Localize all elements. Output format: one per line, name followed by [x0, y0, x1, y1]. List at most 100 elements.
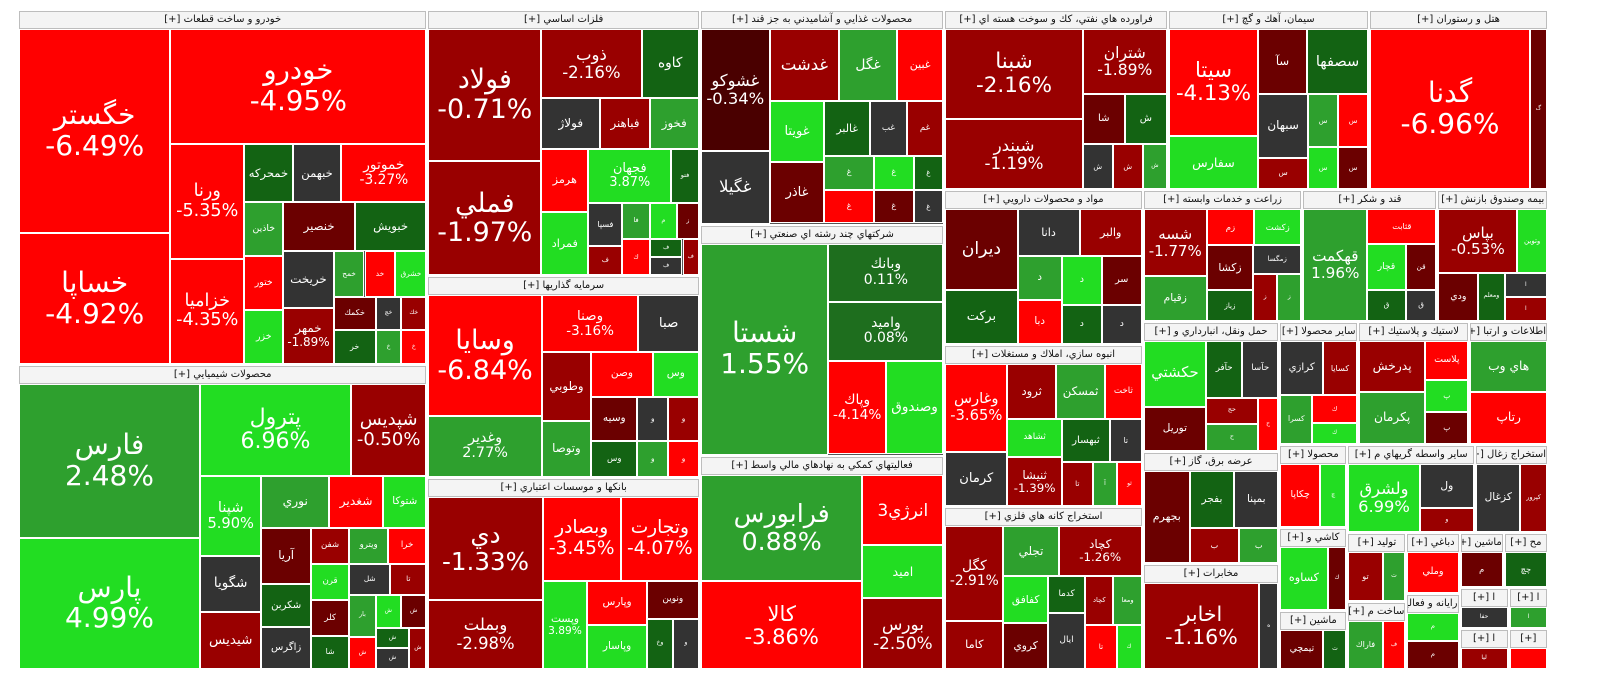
stock-tile[interactable]: ك	[1312, 395, 1357, 423]
stock-tile[interactable]: زكشا	[1206, 244, 1254, 291]
stock-tile[interactable]: غ	[913, 156, 944, 190]
stock-tile[interactable]: ت	[1323, 629, 1347, 669]
expand-toggle[interactable]: [+]	[1368, 325, 1388, 337]
sector-header[interactable]: عرضه برق، گاز [+]	[1143, 452, 1279, 471]
stock-tile[interactable]: چچ	[1504, 552, 1547, 587]
expand-toggle[interactable]: [+]	[984, 511, 1004, 523]
stock-tile[interactable]: و	[668, 396, 699, 441]
stock-tile[interactable]: د	[1061, 256, 1102, 305]
expand-toggle[interactable]: [+]	[1471, 325, 1481, 337]
stock-tile[interactable]: ح	[1206, 424, 1258, 451]
stock-tile[interactable]: كچاد	[1085, 576, 1114, 626]
stock-tile[interactable]: انرژي3	[862, 474, 944, 546]
stock-tile[interactable]: خد	[364, 251, 396, 297]
stock-tile[interactable]: كپرور	[1520, 463, 1547, 533]
stock-tile[interactable]: بجهرم	[1143, 470, 1190, 563]
stock-tile[interactable]: وامید 0.08%	[828, 302, 944, 361]
stock-tile[interactable]: زمگسا	[1253, 244, 1302, 275]
stock-tile[interactable]: سفارس	[1168, 135, 1259, 190]
stock-tile[interactable]: ختور	[244, 256, 284, 310]
stock-tile[interactable]: ونوين	[646, 580, 699, 619]
stock-tile[interactable]: شل	[349, 563, 391, 595]
stock-tile[interactable]: وغدير 2.77%	[428, 416, 542, 477]
stock-tile[interactable]: ا	[1509, 606, 1547, 628]
stock-tile[interactable]: د	[1017, 256, 1062, 301]
sector-header[interactable]: خودرو و ساخت قطعات [+]	[19, 11, 427, 29]
stock-tile[interactable]: تو	[1348, 552, 1383, 601]
stock-tile[interactable]: ش	[375, 627, 410, 649]
stock-tile[interactable]: وپارس	[587, 580, 647, 625]
stock-tile[interactable]: كاوه	[641, 29, 699, 99]
stock-tile[interactable]: بركت	[945, 290, 1018, 344]
stock-tile[interactable]: كالا -3.86%	[700, 580, 863, 669]
sector-header[interactable]: استخراج كانه هاي فلزي [+]	[945, 508, 1142, 527]
stock-tile[interactable]: ورنا -5.35%	[170, 144, 245, 259]
stock-tile[interactable]: بمپنا	[1234, 470, 1279, 529]
expand-toggle[interactable]: [+]	[971, 348, 992, 360]
stock-tile[interactable]: گدنا -6.96%	[1370, 29, 1530, 190]
expand-toggle[interactable]: [+]	[1411, 537, 1431, 549]
expand-toggle[interactable]: [+]	[1281, 325, 1302, 337]
stock-tile[interactable]: پترول 6.96%	[199, 383, 351, 477]
stock-tile[interactable]: اخابر -1.16%	[1143, 582, 1260, 669]
stock-tile[interactable]: س	[1308, 146, 1339, 190]
stock-tile[interactable]: فمراد	[541, 212, 589, 276]
stock-tile[interactable]: فجهان 3.87%	[588, 148, 672, 203]
stock-tile[interactable]: كسايا	[1322, 340, 1357, 396]
stock-tile[interactable]: حآفر	[1206, 340, 1243, 398]
stock-tile[interactable]: كرازي	[1280, 340, 1323, 396]
stock-tile[interactable]: ليا	[1460, 647, 1508, 669]
expand-toggle[interactable]: [+]	[523, 280, 543, 292]
stock-tile[interactable]: ت	[1382, 552, 1406, 601]
stock-tile[interactable]: خك	[401, 296, 427, 331]
stock-tile[interactable]: رتاپ	[1470, 392, 1547, 444]
stock-tile[interactable]: صبا	[638, 295, 699, 352]
stock-tile[interactable]: بورس -2.50%	[862, 598, 944, 669]
sector-header[interactable]: [+]	[1509, 629, 1547, 648]
expand-toggle[interactable]: [+]	[1417, 14, 1437, 25]
stock-tile[interactable]: تا	[1109, 419, 1142, 463]
stock-tile[interactable]: تيمچي	[1280, 629, 1324, 669]
stock-tile[interactable]: غ	[824, 189, 874, 224]
sector-header[interactable]: فلزات اساسي [+]	[428, 11, 699, 29]
stock-tile[interactable]: كسرا	[1280, 395, 1313, 444]
stock-tile[interactable]: ك	[622, 238, 650, 276]
stock-tile[interactable]: م	[1407, 641, 1459, 669]
stock-tile[interactable]: وپاسار	[587, 624, 647, 669]
stock-tile[interactable]: وغارس -3.65%	[945, 363, 1008, 452]
stock-tile[interactable]: ثبهسار	[1061, 419, 1110, 463]
sector-header[interactable]: محصولا [+]	[1280, 445, 1347, 464]
stock-tile[interactable]: زاگرس	[261, 626, 311, 669]
stock-tile[interactable]: غبين	[896, 29, 944, 102]
stock-tile[interactable]: غاذر	[769, 162, 825, 224]
stock-tile[interactable]: غب	[870, 101, 907, 157]
stock-tile[interactable]: سبهان	[1258, 94, 1309, 158]
stock-tile[interactable]: خاذين	[244, 202, 284, 257]
stock-tile[interactable]: كلر	[310, 600, 350, 637]
stock-tile[interactable]: كزغال	[1476, 463, 1521, 533]
stock-tile[interactable]: خريخت	[283, 251, 334, 308]
stock-tile[interactable]: س	[1308, 94, 1339, 147]
sector-header[interactable]: ماشين [+]	[1280, 611, 1347, 630]
sector-header[interactable]: شركتهاي چند رشته اي صنعتي [+]	[700, 225, 944, 244]
stock-tile[interactable]: خشرق	[395, 251, 427, 297]
sector-header[interactable]: ا [+]	[1460, 588, 1508, 607]
stock-tile[interactable]: پ	[1425, 380, 1469, 413]
sector-header[interactable]: زراعت و خدمات وابسته [+]	[1143, 191, 1302, 210]
stock-tile[interactable]: ثرود	[1007, 363, 1057, 420]
stock-tile[interactable]: كچاد -1.26%	[1058, 526, 1142, 577]
stock-tile[interactable]: وصنا -3.16%	[541, 295, 639, 352]
stock-tile[interactable]: ثنيشا -1.39%	[1007, 456, 1062, 507]
sector-header[interactable]: مح [+]	[1504, 534, 1547, 553]
stock-tile[interactable]: خساپا -4.92%	[19, 233, 171, 364]
stock-tile[interactable]: فارس 2.48%	[19, 383, 200, 538]
stock-tile[interactable]: ك	[1312, 423, 1357, 444]
sector-header[interactable]: دباغي [+]	[1407, 534, 1459, 553]
stock-tile[interactable]: شيديس	[199, 612, 262, 669]
stock-tile[interactable]: وپست 3.89%	[542, 580, 588, 669]
stock-tile[interactable]: كروي	[1003, 622, 1048, 669]
stock-tile[interactable]: ثشاهد	[1007, 419, 1062, 457]
stock-tile[interactable]: خموتور -3.27%	[341, 144, 427, 203]
expand-toggle[interactable]: [+]	[1357, 537, 1377, 549]
stock-tile[interactable]: ش	[1112, 143, 1143, 190]
